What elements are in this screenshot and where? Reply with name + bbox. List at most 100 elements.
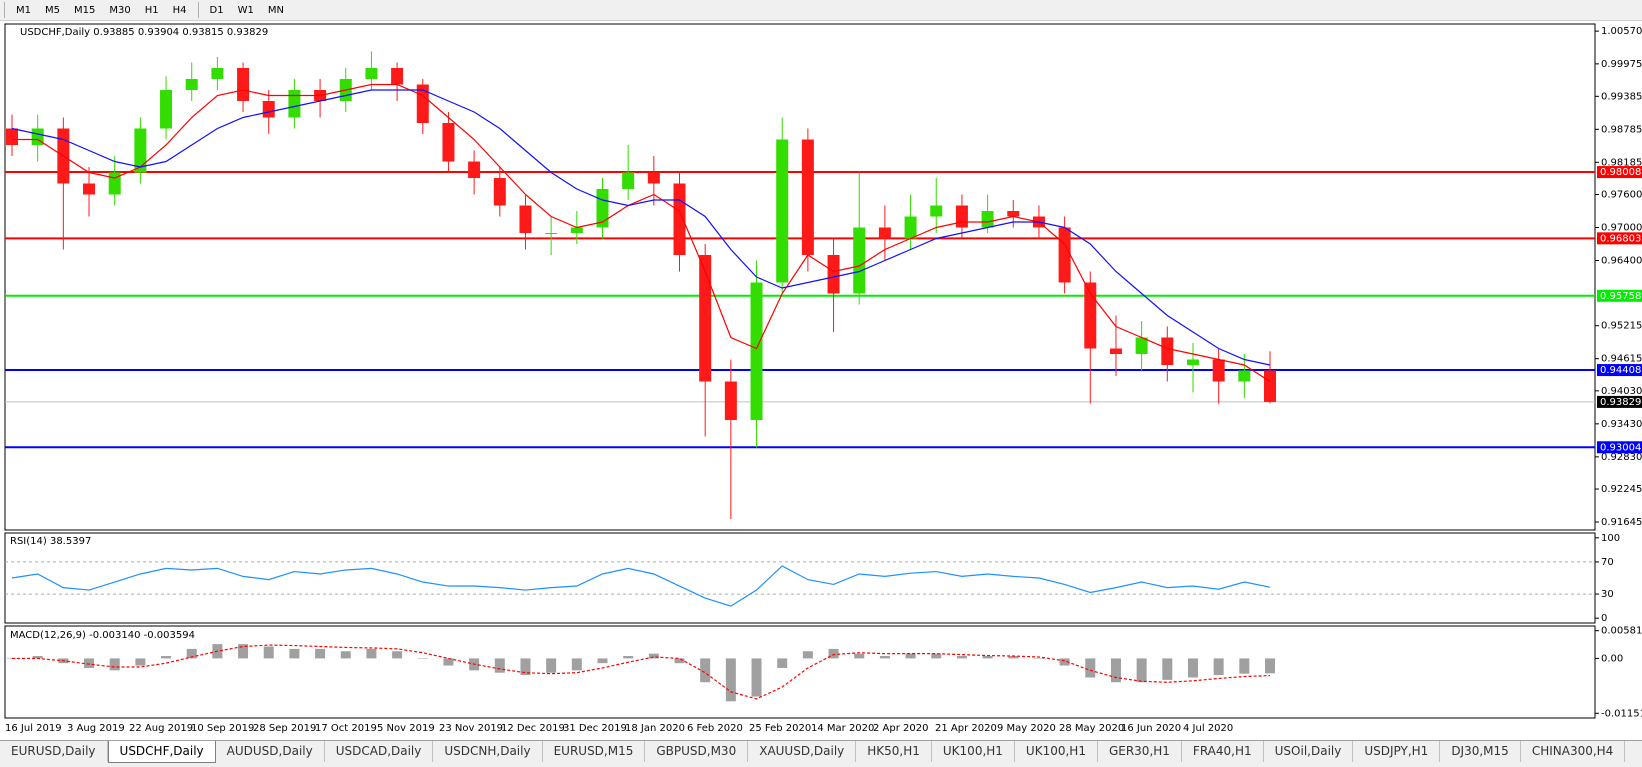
- macd-bar: [1110, 658, 1121, 683]
- timeframe-button[interactable]: H1: [144, 4, 159, 16]
- chart-tab[interactable]: USOil,Daily: [1264, 741, 1354, 762]
- level-label: 0.98008: [1600, 167, 1641, 178]
- timeframe-button[interactable]: M5: [45, 4, 60, 16]
- chart-tab[interactable]: USDJPY,H1: [1353, 741, 1441, 762]
- x-tick-label: 14 Mar 2020: [811, 723, 874, 734]
- y-tick-label: 70: [1601, 557, 1614, 568]
- macd-bar: [340, 651, 351, 659]
- chart-tab[interactable]: FRA40,H1: [1182, 741, 1264, 762]
- macd-bar: [161, 656, 172, 659]
- chart-tab[interactable]: EURUSD,M15: [543, 741, 646, 762]
- candle-body: [1186, 359, 1199, 365]
- x-tick-label: 5 Nov 2019: [377, 723, 435, 734]
- macd-signal: [12, 644, 1271, 700]
- y-tick-label: 0.99385: [1601, 91, 1642, 102]
- y-tick-label: 0.98185: [1601, 157, 1642, 168]
- timeframe-button[interactable]: M1: [16, 4, 31, 16]
- last-price-box: [1597, 395, 1642, 408]
- candle-body: [853, 227, 866, 294]
- chart-window: USDCHF,Daily 0.93885 0.93904 0.93815 0.9…: [4, 23, 1642, 734]
- macd-bar: [828, 648, 839, 659]
- candle-body: [955, 205, 968, 228]
- candle-body: [981, 211, 994, 228]
- last-price-label: 0.93829: [1600, 397, 1641, 408]
- candle-body: [1212, 359, 1225, 382]
- chart-tab[interactable]: USDCNH,Daily: [433, 741, 543, 762]
- timeframe-button[interactable]: M15: [74, 4, 96, 16]
- macd-bar: [648, 653, 659, 659]
- macd-bar: [879, 656, 890, 659]
- y-tick-label: -0.011514: [1601, 708, 1642, 719]
- chart-tab[interactable]: GER30,H1: [1098, 741, 1182, 762]
- chart-tab[interactable]: EURUSD,Daily: [0, 741, 108, 762]
- x-tick-label: 16 Jun 2020: [1121, 723, 1181, 734]
- macd-bar: [289, 648, 300, 659]
- y-tick-label: 0.94615: [1601, 354, 1642, 365]
- candle-body: [647, 172, 660, 184]
- candle-body: [365, 68, 378, 79]
- timeframe-button[interactable]: MN: [267, 4, 284, 16]
- chart-tab[interactable]: DJ30,M15: [1440, 741, 1521, 762]
- candle-body: [288, 90, 301, 118]
- macd-bar: [777, 658, 788, 668]
- macd-bar: [623, 656, 634, 659]
- timeframe-button[interactable]: D1: [209, 4, 224, 16]
- candle-body: [519, 205, 532, 233]
- y-tick-label: 0.92245: [1601, 484, 1642, 495]
- candle-body: [108, 172, 121, 195]
- candle-body: [237, 68, 250, 101]
- chart-tab[interactable]: UK100,H1: [932, 741, 1015, 762]
- macd-bar: [546, 658, 557, 673]
- candle-body: [134, 128, 147, 173]
- x-tick-label: 21 Apr 2020: [935, 723, 997, 734]
- x-tick-label: 6 Feb 2020: [687, 723, 743, 734]
- macd-bar: [135, 658, 146, 666]
- chart-tab[interactable]: UK100,H1: [1015, 741, 1098, 762]
- candle-body: [570, 227, 583, 233]
- chart-tab[interactable]: USDCAD,Daily: [325, 741, 434, 762]
- y-tick-label: 1.00570: [1601, 26, 1642, 37]
- macd-bar: [417, 658, 428, 659]
- macd-bar: [1136, 658, 1147, 683]
- y-tick-label: 0.00: [1601, 653, 1623, 664]
- macd-bar: [700, 658, 711, 683]
- timeframe-button[interactable]: W1: [237, 4, 254, 16]
- chart-tab[interactable]: AUDUSD,Daily: [216, 741, 325, 762]
- macd-bar: [315, 648, 326, 659]
- chart-tab[interactable]: XAUUSD,Daily: [748, 741, 857, 762]
- level-label: 0.93004: [1600, 442, 1641, 453]
- y-tick-label: 0.97000: [1601, 223, 1642, 234]
- candle-body: [211, 68, 224, 79]
- candle-body: [468, 161, 481, 178]
- macd-bar: [1059, 658, 1070, 666]
- level-label: 0.94408: [1600, 365, 1641, 376]
- separator: [4, 2, 5, 18]
- macd-bar: [905, 653, 916, 659]
- macd-bar: [956, 656, 967, 659]
- chart-tab[interactable]: USDCHF,Daily: [107, 741, 216, 763]
- macd-bar: [1187, 658, 1198, 678]
- chart-tab[interactable]: CHINA300,H4: [1521, 741, 1626, 762]
- macd-bar: [725, 658, 736, 702]
- macd-bar: [238, 644, 249, 659]
- x-tick-label: 28 May 2020: [1059, 723, 1124, 734]
- timeframe-button[interactable]: M30: [109, 4, 131, 16]
- chart-header: USDCHF,Daily 0.93885 0.93904 0.93815 0.9…: [20, 27, 268, 38]
- y-tick-label: 0: [1601, 613, 1607, 624]
- level-label: 0.96803: [1600, 233, 1641, 244]
- y-tick-label: 0.94030: [1601, 386, 1642, 397]
- candle-body: [1058, 227, 1071, 283]
- macd-bar: [443, 658, 454, 666]
- candle-body: [493, 178, 506, 206]
- candle-body: [6, 128, 18, 145]
- macd-bar: [1239, 658, 1250, 674]
- timeframe-button[interactable]: H4: [172, 4, 187, 16]
- macd-bar: [186, 648, 197, 659]
- x-tick-label: 23 Nov 2019: [439, 723, 503, 734]
- candle-body: [750, 282, 763, 420]
- chart-tab[interactable]: GBPUSD,M30: [645, 741, 749, 762]
- candle-body: [724, 381, 737, 420]
- rsi-line: [11, 565, 1271, 607]
- chart-tab[interactable]: HK50,H1: [856, 741, 932, 762]
- candle-body: [160, 90, 173, 129]
